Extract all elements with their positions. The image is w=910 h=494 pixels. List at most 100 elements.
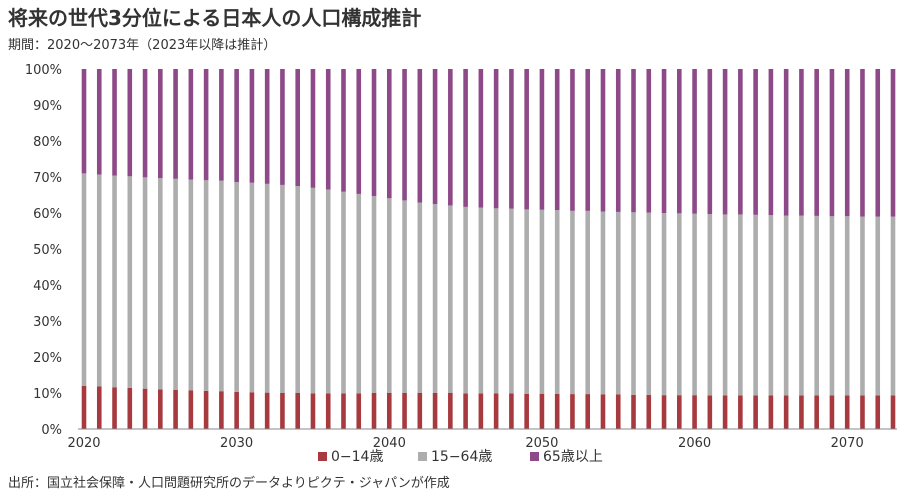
bar-segment-age-15-64-2030 bbox=[234, 182, 239, 392]
bar-segment-age-15-64-2034 bbox=[295, 186, 300, 393]
bar-segment-age-65-plus-2024 bbox=[142, 69, 148, 178]
bar-segment-age-15-64-2054 bbox=[600, 211, 606, 395]
bar-segment-age-65-plus-2043 bbox=[432, 69, 438, 204]
bar-segment-age-65-plus-2036 bbox=[325, 69, 331, 190]
bar-segment-age-65-plus-2045 bbox=[463, 69, 468, 207]
bar-segment-age-65-plus-2034 bbox=[295, 69, 300, 186]
bar-segment-age-0-14-2048 bbox=[509, 393, 514, 429]
bar-segment-age-0-14-2063 bbox=[738, 395, 743, 429]
bar-segment-age-65-plus-2070 bbox=[844, 69, 850, 217]
x-tick-label: 2070 bbox=[831, 436, 864, 451]
legend-label: 0−14歳 bbox=[331, 449, 383, 465]
bar-segment-age-15-64-2070 bbox=[844, 216, 850, 396]
bar-segment-age-15-64-2032 bbox=[264, 183, 270, 393]
bar-segment-age-0-14-2057 bbox=[646, 394, 652, 429]
source-note: 出所：国立社会保障・人口問題研究所のデータよりピクテ・ジャパンが作成 bbox=[8, 476, 450, 491]
bar-segment-age-15-64-2023 bbox=[127, 176, 133, 388]
bar-segment-age-65-plus-2073 bbox=[890, 69, 896, 217]
bar-segment-age-15-64-2038 bbox=[356, 193, 362, 394]
bar-segment-age-0-14-2022 bbox=[112, 387, 117, 429]
legend-swatch bbox=[318, 452, 327, 461]
y-tick-label: 20% bbox=[33, 351, 62, 366]
bars-group bbox=[81, 69, 896, 429]
bar-segment-age-65-plus-2028 bbox=[203, 69, 209, 181]
chart-subtitle: 期間：2020〜2073年（2023年以降は推計） bbox=[8, 38, 277, 53]
bar-segment-age-0-14-2030 bbox=[234, 391, 239, 429]
bar-segment-age-0-14-2042 bbox=[417, 393, 423, 429]
bar-segment-age-65-plus-2060 bbox=[692, 69, 697, 214]
bar-segment-age-0-14-2072 bbox=[875, 395, 881, 429]
x-tick-label: 2060 bbox=[678, 436, 711, 451]
bar-segment-age-15-64-2027 bbox=[188, 179, 194, 391]
bar-segment-age-65-plus-2039 bbox=[371, 69, 377, 197]
bar-segment-age-0-14-2070 bbox=[844, 395, 850, 429]
y-tick-label: 0% bbox=[41, 423, 62, 438]
bar-segment-age-15-64-2071 bbox=[860, 216, 865, 396]
bar-segment-age-65-plus-2027 bbox=[188, 69, 194, 180]
bar-segment-age-15-64-2062 bbox=[722, 214, 728, 396]
bar-segment-age-65-plus-2064 bbox=[753, 69, 758, 215]
x-tick-label: 2030 bbox=[220, 436, 253, 451]
bar-segment-age-65-plus-2031 bbox=[249, 69, 255, 183]
bar-segment-age-0-14-2049 bbox=[524, 393, 529, 429]
bar-segment-age-15-64-2051 bbox=[554, 210, 560, 394]
bar-segment-age-65-plus-2033 bbox=[280, 69, 285, 185]
legend-swatch bbox=[418, 452, 427, 461]
bar-segment-age-0-14-2039 bbox=[371, 393, 377, 429]
bar-segment-age-15-64-2072 bbox=[875, 216, 881, 396]
bar-segment-age-15-64-2043 bbox=[432, 204, 438, 393]
bar-segment-age-0-14-2056 bbox=[631, 394, 636, 429]
y-tick-label: 10% bbox=[33, 387, 62, 402]
bar-segment-age-0-14-2067 bbox=[799, 395, 804, 429]
bar-segment-age-0-14-2038 bbox=[356, 393, 362, 429]
bar-segment-age-15-64-2045 bbox=[463, 206, 468, 394]
bar-segment-age-65-plus-2032 bbox=[264, 69, 270, 184]
bar-segment-age-0-14-2035 bbox=[310, 393, 316, 429]
bar-segment-age-15-64-2067 bbox=[799, 215, 804, 396]
bar-segment-age-15-64-2069 bbox=[829, 216, 835, 396]
bar-segment-age-15-64-2022 bbox=[112, 175, 117, 388]
bar-segment-age-65-plus-2030 bbox=[234, 69, 239, 183]
bar-segment-age-65-plus-2048 bbox=[509, 69, 514, 209]
bar-segment-age-65-plus-2054 bbox=[600, 69, 606, 212]
bar-segment-age-65-plus-2063 bbox=[738, 69, 743, 215]
bar-segment-age-65-plus-2041 bbox=[402, 69, 407, 201]
bar-segment-age-0-14-2024 bbox=[142, 388, 148, 429]
bar-segment-age-65-plus-2046 bbox=[478, 69, 484, 208]
bar-segment-age-65-plus-2047 bbox=[493, 69, 499, 209]
bar-segment-age-15-64-2041 bbox=[402, 200, 407, 393]
bar-segment-age-0-14-2062 bbox=[722, 395, 728, 429]
bar-segment-age-65-plus-2069 bbox=[829, 69, 835, 217]
bar-segment-age-15-64-2021 bbox=[96, 174, 102, 387]
legend-swatch bbox=[530, 452, 539, 461]
bar-segment-age-15-64-2026 bbox=[173, 178, 178, 390]
bar-segment-age-15-64-2064 bbox=[753, 214, 758, 396]
bar-segment-age-65-plus-2038 bbox=[356, 69, 362, 194]
bar-segment-age-15-64-2036 bbox=[325, 189, 331, 394]
bar-segment-age-65-plus-2050 bbox=[539, 69, 545, 210]
bar-segment-age-0-14-2068 bbox=[814, 395, 819, 429]
bar-segment-age-15-64-2035 bbox=[310, 187, 316, 394]
bar-segment-age-0-14-2051 bbox=[554, 393, 560, 429]
bar-segment-age-65-plus-2055 bbox=[615, 69, 621, 212]
bar-segment-age-15-64-2056 bbox=[631, 212, 636, 395]
bar-segment-age-0-14-2061 bbox=[707, 395, 713, 429]
bar-segment-age-15-64-2068 bbox=[814, 215, 819, 396]
bar-segment-age-15-64-2037 bbox=[341, 191, 346, 394]
bar-segment-age-0-14-2053 bbox=[585, 394, 591, 429]
y-tick-label: 70% bbox=[33, 171, 62, 186]
y-axis: 0% 10% 20% 30% 40% 50% 60% 70% 80% 90% 100% bbox=[25, 63, 62, 438]
bar-segment-age-15-64-2048 bbox=[509, 208, 514, 394]
bar-segment-age-0-14-2028 bbox=[203, 390, 209, 429]
bar-segment-age-0-14-2034 bbox=[295, 393, 300, 429]
bar-segment-age-65-plus-2026 bbox=[173, 69, 178, 179]
bar-segment-age-0-14-2036 bbox=[325, 393, 331, 429]
bar-segment-age-15-64-2031 bbox=[249, 182, 255, 393]
bar-segment-age-65-plus-2029 bbox=[219, 69, 224, 181]
bar-segment-age-65-plus-2059 bbox=[677, 69, 682, 214]
bar-segment-age-65-plus-2071 bbox=[860, 69, 865, 217]
bar-segment-age-15-64-2057 bbox=[646, 212, 652, 395]
legend-label: 15−64歳 bbox=[431, 449, 492, 465]
bar-segment-age-15-64-2052 bbox=[570, 210, 575, 395]
bar-segment-age-0-14-2020 bbox=[81, 385, 87, 429]
